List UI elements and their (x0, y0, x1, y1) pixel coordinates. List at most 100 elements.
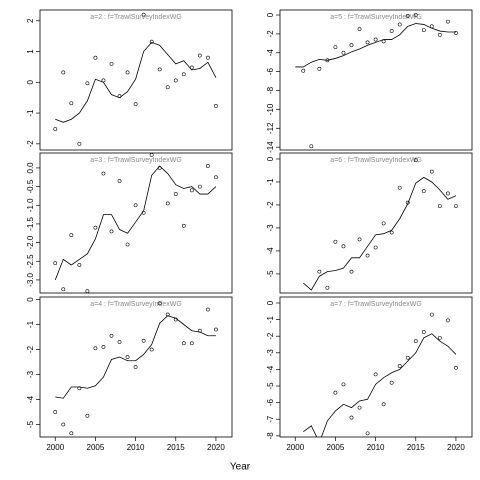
data-point (309, 144, 314, 149)
data-point (421, 189, 426, 194)
data-point (454, 31, 458, 35)
data-point (93, 346, 98, 351)
data-point (117, 94, 122, 99)
trend-line (55, 315, 216, 399)
panel-title: a=5 : f=TrawlSurveyIndexWG (330, 14, 422, 21)
y-tick-label: -3 (26, 370, 35, 378)
data-point (349, 415, 354, 420)
x-tick-label: 2020 (447, 443, 465, 452)
data-point (381, 402, 386, 407)
data-point (173, 317, 178, 322)
data-point (437, 335, 442, 340)
x-tick-label: 2015 (167, 443, 185, 452)
data-point (333, 239, 338, 244)
data-point (349, 43, 354, 48)
panel-frame (39, 152, 233, 294)
data-point (69, 431, 74, 436)
panel-frame (279, 296, 473, 438)
y-tick-label: -1 (266, 315, 275, 323)
data-point (454, 365, 458, 370)
data-point (77, 263, 82, 267)
data-point (133, 365, 138, 369)
x-tick-label: 2010 (367, 443, 385, 452)
trend-line (55, 41, 217, 123)
y-tick-label: -2.5 (26, 254, 35, 268)
x-tick-label: 2010 (127, 443, 145, 452)
x-tick-label: 2005 (327, 443, 345, 452)
data-point (429, 24, 434, 29)
data-point (214, 104, 218, 108)
y-tick-label: -2 (26, 140, 35, 148)
panel-frame (279, 152, 473, 294)
data-point (181, 223, 186, 228)
y-tick-label: 2 (26, 18, 35, 23)
data-point (61, 422, 66, 427)
data-point (125, 70, 130, 75)
y-tick-label: -5 (26, 420, 35, 428)
data-point (189, 188, 194, 193)
y-tick-label: -3.0 (26, 272, 35, 286)
y-tick-label: -1 (266, 178, 275, 186)
y-tick-label: -3 (266, 224, 275, 232)
x-tick-label: 2005 (87, 443, 105, 452)
data-point (373, 372, 378, 377)
data-point (454, 204, 458, 209)
data-point (421, 28, 426, 33)
data-point (181, 341, 186, 346)
y-tick-label: -4 (266, 49, 275, 57)
data-point (445, 19, 450, 24)
panel-title: a=4 : f=TrawlSurveyIndexWG (90, 301, 182, 308)
data-point (397, 185, 402, 190)
y-tick-label: -7 (266, 415, 275, 423)
y-tick-label: -6 (266, 399, 275, 407)
data-point (437, 32, 442, 37)
panel-title: a=2 : f=TrawlSurveyIndexWG (90, 14, 182, 21)
data-point (214, 327, 218, 332)
y-tick-label: -1 (26, 109, 35, 117)
data-point (53, 410, 58, 414)
data-point (117, 340, 122, 344)
y-tick-label: 0.0 (26, 162, 35, 174)
data-point (373, 245, 378, 250)
data-point (214, 175, 218, 180)
y-tick-label: -14 (266, 141, 275, 153)
y-tick-label: -1 (26, 320, 35, 328)
data-point (133, 102, 138, 107)
data-point (389, 230, 394, 235)
data-point (61, 70, 66, 75)
x-tick-label: 2015 (407, 443, 425, 452)
data-point (397, 364, 402, 368)
data-point (93, 55, 98, 60)
y-tick-label: -5 (266, 382, 275, 390)
y-tick-label: 0 (26, 80, 35, 85)
x-tick-label: 2000 (286, 443, 304, 452)
y-tick-label: -8 (266, 432, 275, 440)
y-tick-label: -6 (266, 68, 275, 76)
y-tick-label: 0 (266, 12, 275, 17)
y-tick-label: -2 (266, 30, 275, 38)
y-tick-label: -2 (26, 345, 35, 353)
data-point (165, 201, 170, 206)
data-point (53, 261, 58, 266)
data-point (205, 307, 210, 312)
trend-line (295, 23, 456, 68)
y-tick-label: 0 (266, 156, 275, 161)
panel-frame (39, 9, 233, 151)
y-tick-label: -5 (266, 270, 275, 278)
data-point (325, 285, 330, 290)
data-point (189, 341, 194, 346)
data-point (133, 203, 138, 208)
panel-frame (279, 9, 473, 151)
data-point (149, 39, 154, 44)
panel-title: a=6 : f=TrawlSurveyIndexWG (330, 157, 422, 164)
data-point (365, 431, 370, 436)
y-tick-label: -2.0 (26, 235, 35, 249)
y-tick-label: -8 (266, 86, 275, 94)
y-tick-label: 0 (26, 297, 35, 302)
data-point (109, 229, 114, 234)
trend-line (303, 333, 457, 437)
data-point (357, 237, 362, 242)
data-point (381, 221, 386, 226)
data-point (77, 386, 82, 391)
data-point (165, 312, 170, 317)
